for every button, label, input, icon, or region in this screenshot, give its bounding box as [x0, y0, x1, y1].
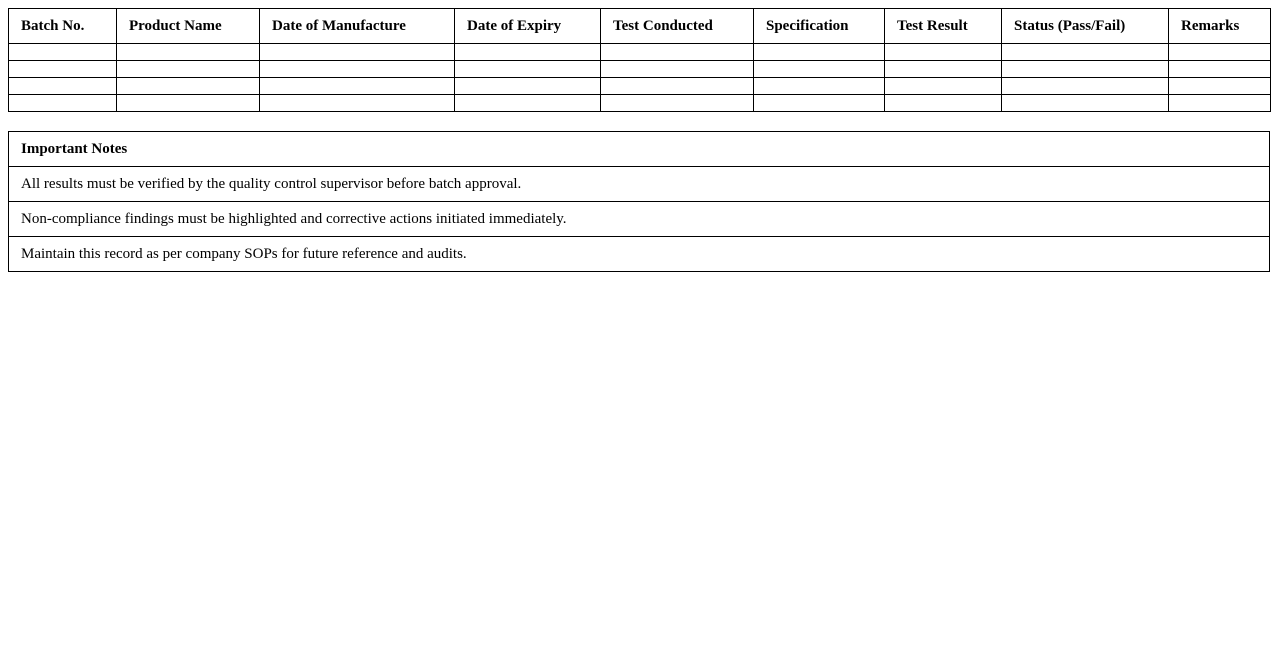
note-text: Non-compliance findings must be highligh… — [8, 201, 1270, 237]
column-header: Test Result — [884, 8, 1002, 44]
table-cell[interactable] — [259, 60, 455, 78]
notes-title: Important Notes — [8, 131, 1270, 167]
table-row — [8, 43, 1271, 61]
table-cell[interactable] — [8, 94, 117, 112]
table-cell[interactable] — [1168, 43, 1271, 61]
table-cell[interactable] — [1001, 77, 1169, 95]
note-row: Maintain this record as per company SOPs… — [8, 236, 1270, 272]
column-header: Specification — [753, 8, 885, 44]
table-cell[interactable] — [753, 60, 885, 78]
table-cell[interactable] — [259, 94, 455, 112]
note-row: Non-compliance findings must be highligh… — [8, 201, 1270, 237]
table-row — [8, 94, 1271, 112]
note-row: All results must be verified by the qual… — [8, 166, 1270, 202]
table-cell[interactable] — [116, 43, 260, 61]
table-cell[interactable] — [1001, 60, 1169, 78]
column-header: Test Conducted — [600, 8, 754, 44]
table-cell[interactable] — [116, 94, 260, 112]
column-header: Date of Manufacture — [259, 8, 455, 44]
table-cell[interactable] — [600, 43, 754, 61]
table-cell[interactable] — [1168, 94, 1271, 112]
table-cell[interactable] — [454, 77, 601, 95]
table-cell[interactable] — [600, 77, 754, 95]
table-cell[interactable] — [884, 60, 1002, 78]
table-header-row: Batch No. Product Name Date of Manufacture… — [8, 8, 1271, 44]
table-cell[interactable] — [454, 43, 601, 61]
column-header: Batch No. — [8, 8, 117, 44]
table-cell[interactable] — [116, 77, 260, 95]
note-text: All results must be verified by the qual… — [8, 166, 1270, 202]
table-cell[interactable] — [259, 43, 455, 61]
batch-test-table: Batch No. Product Name Date of Manufacture… — [8, 8, 1271, 112]
table-cell[interactable] — [884, 43, 1002, 61]
table-cell[interactable] — [8, 77, 117, 95]
column-header: Status (Pass/Fail) — [1001, 8, 1169, 44]
table-cell[interactable] — [116, 60, 260, 78]
note-text: Maintain this record as per company SOPs… — [8, 236, 1270, 272]
notes-header-row: Important Notes — [8, 131, 1270, 167]
table-cell[interactable] — [753, 77, 885, 95]
column-header: Product Name — [116, 8, 260, 44]
table-cell[interactable] — [884, 94, 1002, 112]
table-cell[interactable] — [1001, 94, 1169, 112]
table-cell[interactable] — [1168, 60, 1271, 78]
table-cell[interactable] — [259, 77, 455, 95]
table-cell[interactable] — [600, 60, 754, 78]
table-cell[interactable] — [1001, 43, 1169, 61]
table-row — [8, 60, 1271, 78]
table-cell[interactable] — [8, 43, 117, 61]
table-cell[interactable] — [454, 60, 601, 78]
table-cell[interactable] — [1168, 77, 1271, 95]
document: Batch No. Product Name Date of Manufacture… — [8, 8, 1271, 272]
table-cell[interactable] — [753, 43, 885, 61]
table-cell[interactable] — [753, 94, 885, 112]
column-header: Remarks — [1168, 8, 1271, 44]
important-notes-table: Important Notes All results must be veri… — [8, 131, 1270, 272]
table-cell[interactable] — [600, 94, 754, 112]
table-cell[interactable] — [454, 94, 601, 112]
column-header: Date of Expiry — [454, 8, 601, 44]
table-row — [8, 77, 1271, 95]
table-cell[interactable] — [8, 60, 117, 78]
table-cell[interactable] — [884, 77, 1002, 95]
